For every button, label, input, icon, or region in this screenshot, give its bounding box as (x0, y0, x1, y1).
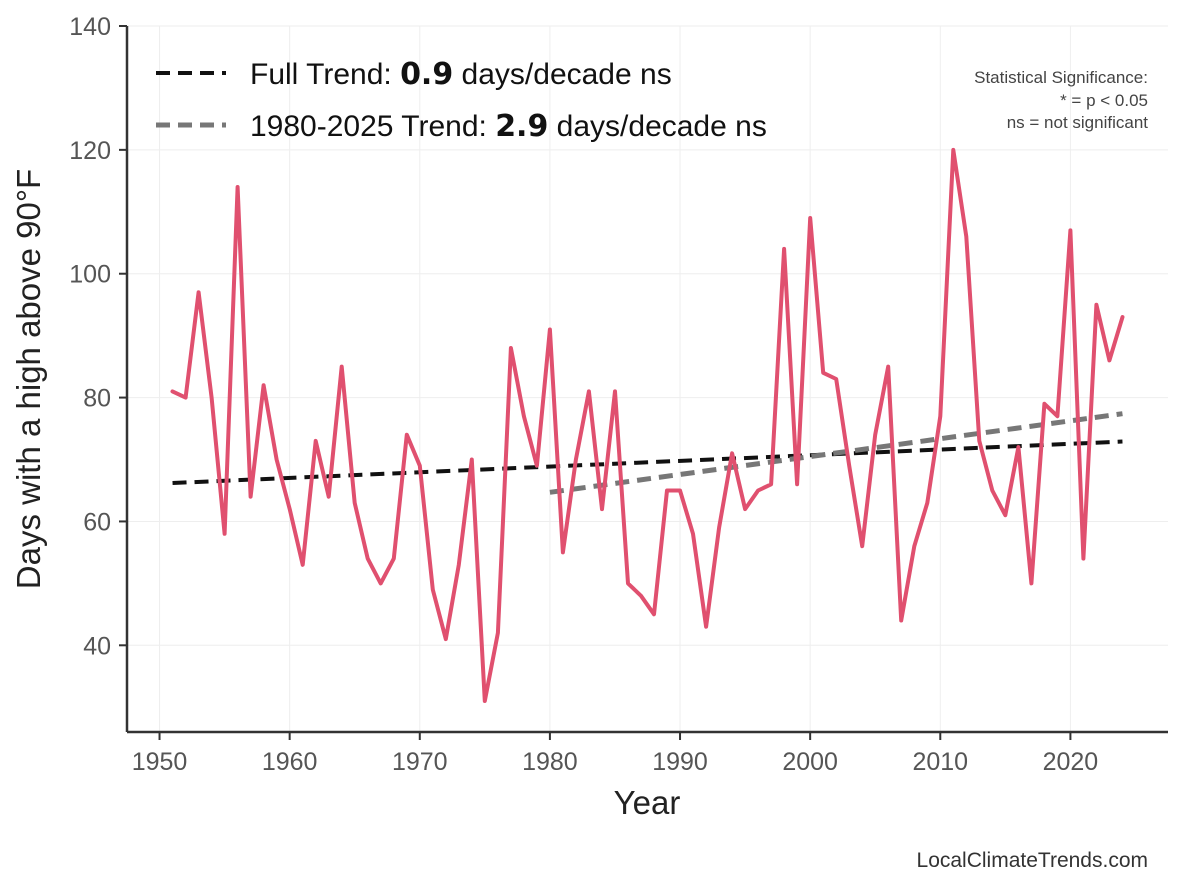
legend-recent-trend-value: 2.9 (495, 109, 548, 144)
x-tick-label-1950: 1950 (132, 748, 188, 776)
x-tick-label-1970: 1970 (392, 748, 448, 776)
tick-labels: 1950 1960 1970 1980 1990 2000 2010 2020 40 60 80 10… (69, 13, 1098, 776)
axes (119, 25, 1168, 740)
y-tick-label-40: 40 (83, 632, 111, 660)
legend-item-recent-trend: 1980-2025 Trend: 2.9 days/decade ns (156, 109, 767, 144)
x-tick-label-2010: 2010 (912, 748, 968, 776)
grid-lines (127, 25, 1168, 732)
x-tick-label-1980: 1980 (522, 748, 578, 776)
x-tick-label-1960: 1960 (262, 748, 318, 776)
x-tick-label-1990: 1990 (652, 748, 708, 776)
x-tick-label-2020: 2020 (1043, 748, 1099, 776)
y-tick-label-120: 120 (69, 137, 111, 165)
legend-label-recent-trend: 1980-2025 Trend: 2.9 days/decade ns (250, 109, 767, 144)
significance-note: Statistical Significance: * = p < 0.05 n… (974, 68, 1148, 132)
series-line-0 (170, 147, 1125, 703)
y-tick-label-100: 100 (69, 261, 111, 289)
legend-item-full-trend: Full Trend: 0.9 days/decade ns (156, 57, 672, 92)
recent-trend-line (549, 411, 1123, 495)
x-axis-title: Year (614, 784, 681, 821)
y-tick-label-80: 80 (83, 385, 111, 413)
y-tick-label-60: 60 (83, 508, 111, 536)
y-axis-title: Days with a high above 90°F (10, 169, 47, 589)
significance-note-line-2: * = p < 0.05 (1060, 91, 1148, 110)
y-tick-label-140: 140 (69, 13, 111, 41)
legend-full-trend-prefix: Full Trend: (250, 58, 400, 91)
significance-note-line-1: Statistical Significance: (974, 68, 1148, 87)
legend: Full Trend: 0.9 days/decade ns 1980-2025… (156, 57, 767, 144)
legend-full-trend-suffix: days/decade ns (453, 58, 671, 91)
legend-recent-trend-suffix: days/decade ns (548, 110, 766, 143)
data-series (170, 147, 1125, 703)
legend-recent-trend-prefix: 1980-2025 Trend: (250, 110, 495, 143)
significance-note-line-3: ns = not significant (1007, 113, 1149, 132)
legend-label-full-trend: Full Trend: 0.9 days/decade ns (250, 57, 672, 92)
x-tick-label-2000: 2000 (782, 748, 838, 776)
credit-text: LocalClimateTrends.com (917, 849, 1148, 872)
legend-full-trend-value: 0.9 (400, 57, 453, 92)
